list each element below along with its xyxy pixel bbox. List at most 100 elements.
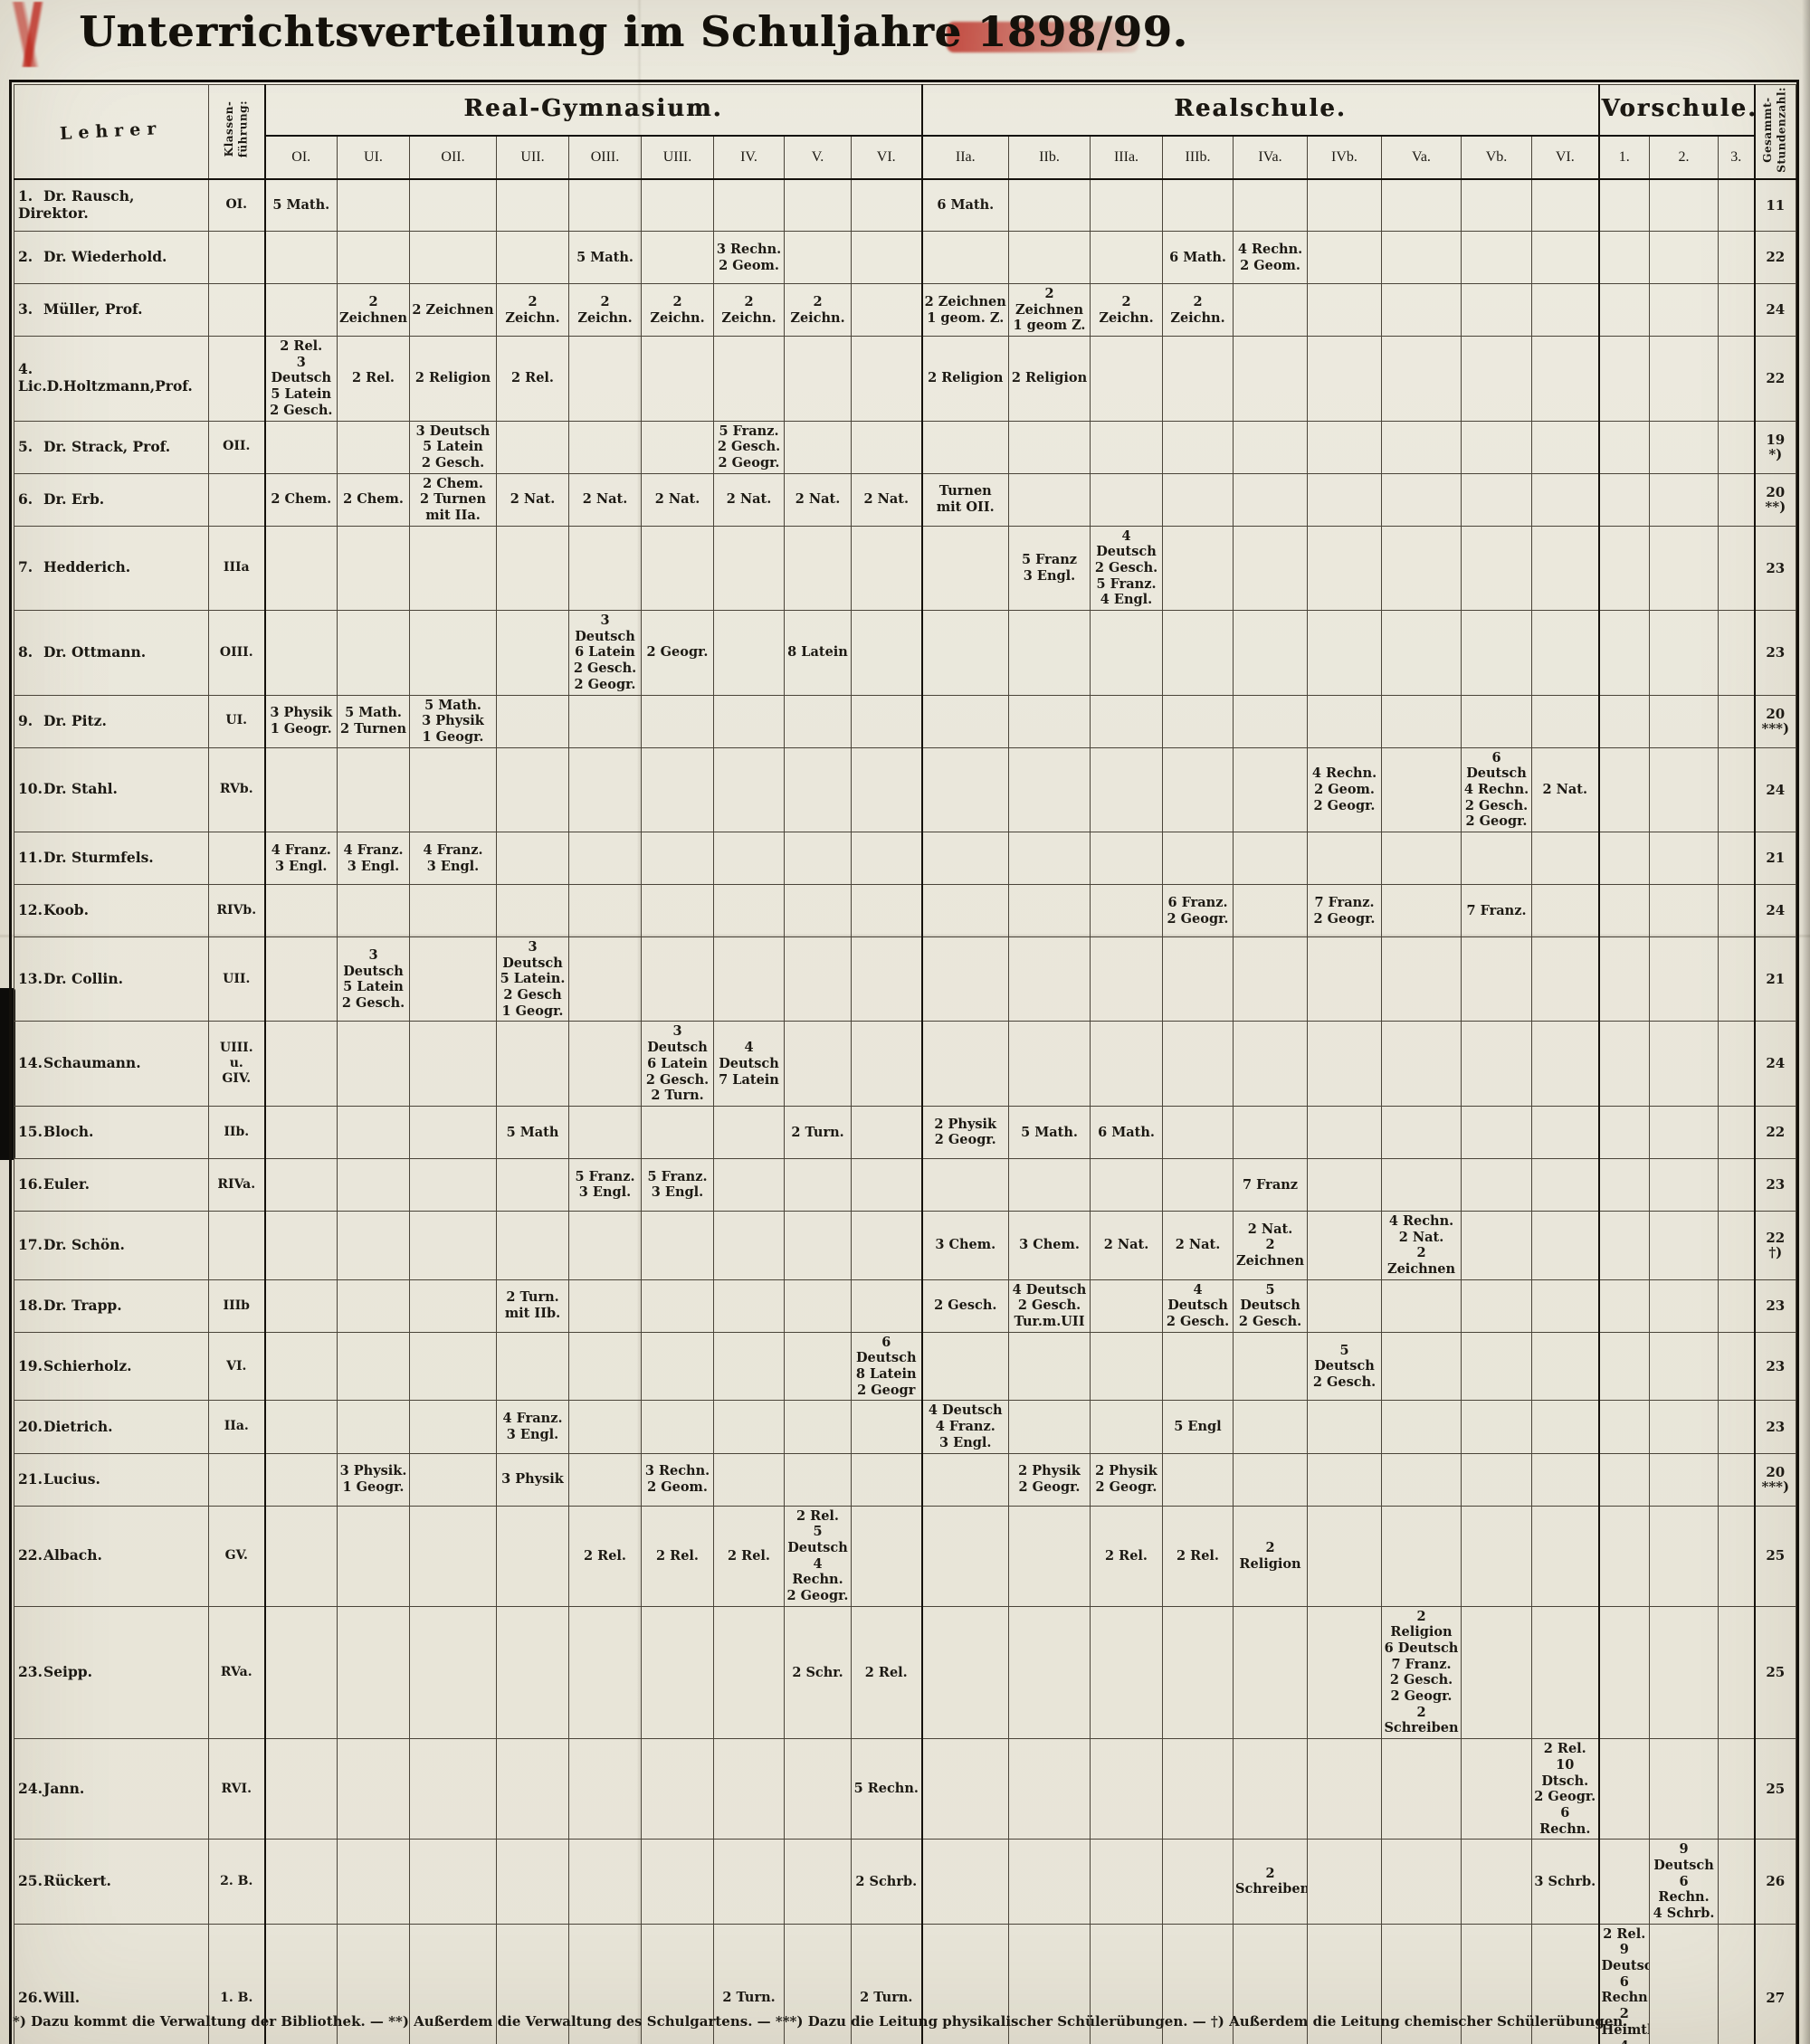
row-number: 23. [18,1662,43,1680]
col-header: OII. [409,135,497,180]
lesson-cell [784,420,852,474]
teacher-name-text: Koob. [43,901,90,919]
lesson-cell [496,525,569,612]
lesson-cell [496,231,569,284]
table-row: 8. Dr. Ottmann. OIII. 3 Deutsch 6 Latein 2 … [14,610,1797,696]
lesson-cell [641,832,714,885]
lesson-cell [1718,1839,1756,1925]
lesson-cell [1233,1452,1308,1507]
lesson-cell [1718,336,1756,422]
lesson-cell: 3 Deutsch 5 Latein 2 Gesch. [337,936,410,1022]
lesson-cell: 3 Physik. 1 Geogr. [337,1452,410,1507]
teacher-name: 4.Lic.D.Holtzmann,Prof. [14,336,209,422]
lesson-cell: 6 Math. [920,178,1009,232]
lesson-cell: 2 Chem. [263,472,338,527]
lesson-cell [1597,1452,1651,1507]
teacher-name-text: Dr. Erb. [43,490,105,508]
teacher-name-text: Will. [43,1988,81,2006]
lesson-cell: 2 Chem. 2 Turnen mit IIa. [409,472,497,527]
lesson-cell: 4 Deutsch 4 Franz. 3 Engl. [920,1400,1009,1454]
lesson-cell [641,1105,714,1159]
lesson-cell: 2 Rel. [337,336,410,422]
lesson-cell [496,746,569,833]
lesson-cell [337,1605,410,1740]
table-row: 4.Lic.D.Holtzmann,Prof. 2 Rel. 3 Deutsch … [14,336,1797,422]
lesson-cell [1718,884,1756,937]
lesson-cell [1718,1210,1756,1280]
total-cell: 24 [1753,884,1797,937]
lesson-cell [1718,610,1756,696]
lesson-cell [1381,231,1462,284]
lesson-cell [784,1452,852,1507]
lesson-cell [784,694,852,748]
row-number: 16. [18,1174,43,1193]
timetable-header: Lehrer Klassen- führung: Real-Gymnasium. Re… [14,84,1797,180]
klasse-cell: RVa. [208,1605,265,1740]
lesson-cell [263,1605,338,1740]
lesson-cell: 5 Franz. 3 Engl. [568,1157,642,1212]
lesson-cell [1090,231,1163,284]
lesson-cell [496,1157,569,1212]
lesson-cell: 2 Religion [409,336,497,422]
lesson-cell [1233,420,1308,474]
teacher-name: 25.Rückert. [14,1839,209,1925]
lesson-cell: 2 Zeichnen [409,282,497,337]
lesson-cell: 4 Rechn. 2 Nat. 2 Zeichnen [1381,1210,1462,1280]
lesson-cell [263,1279,338,1333]
lesson-cell: 4 Franz. 3 Engl. [337,832,410,885]
lesson-cell [263,1505,338,1607]
lesson-cell [1090,420,1163,474]
lesson-cell [1307,1279,1382,1333]
lesson-cell [1597,1505,1651,1607]
total-cell: 23 [1753,1279,1797,1333]
lesson-cell [568,884,642,937]
col-header: V. [784,135,852,180]
col-header: OIII. [568,135,642,180]
lesson-cell: 2 Physik 2 Geogr. [920,1105,1009,1159]
lesson-cell [1597,884,1651,937]
lesson-cell [1649,746,1720,833]
lesson-cell [1233,936,1308,1022]
lesson-cell: 3 Physik [496,1452,569,1507]
lesson-cell [641,936,714,1022]
lesson-cell [1718,178,1756,232]
lesson-cell: 2 Nat. [851,472,922,527]
table-row: 21.Lucius. 3 Physik. 1 Geogr. 3 Physik 3 Re… [14,1452,1797,1507]
lesson-cell [568,1279,642,1333]
lesson-cell [713,1400,785,1454]
lesson-cell [1307,1923,1382,2044]
lesson-cell [1008,1157,1091,1212]
teacher-name-text: Bloch. [43,1122,94,1140]
lesson-cell: 4 Deutsch 7 Latein [713,1021,785,1107]
lesson-cell [337,1279,410,1333]
row-number: 7. [18,558,33,576]
lesson-cell [1461,1738,1532,1840]
lesson-cell: 2 Nat. [784,472,852,527]
teacher-name-text: Hedderich. [43,558,131,576]
table-row: 14.Schaumann. UIII. u. GIV. 3 Deutsch 6 La… [14,1021,1797,1107]
teacher-name: 6. Dr. Erb. [14,472,209,527]
lesson-cell: 2 Nat. [1530,746,1600,833]
row-number: 25. [18,1872,43,1890]
row-number: 24. [18,1779,43,1797]
teacher-name-text: Dr. Sturmfels. [43,849,154,867]
klasse-cell: 1. B. [208,1923,265,2044]
lesson-cell [1597,231,1651,284]
lesson-cell [713,1279,785,1333]
table-row: 6. Dr. Erb. 2 Chem. 2 Chem. 2 Chem. 2 Turnen… [14,472,1797,527]
lesson-cell [1008,1021,1091,1107]
col-header-lehrer: Lehrer [14,84,209,180]
lesson-cell [1530,1279,1600,1333]
group-header-1: Realschule. [920,84,1600,137]
timetable-body: 1. Dr. Rausch, Direktor. OI. 5 Math. 6 Math.… [14,178,1797,2044]
lesson-cell [1718,1157,1756,1212]
lesson-cell [496,1021,569,1107]
lesson-cell [337,1021,410,1107]
total-cell: 20 ***) [1753,694,1797,748]
total-cell: 19 *) [1753,420,1797,474]
lesson-cell [784,1923,852,2044]
lehrer-label: Lehrer [59,118,164,144]
lesson-cell: 2 Physik 2 Geogr. [1090,1452,1163,1507]
table-row: 9. Dr. Pitz. UI. 3 Physik 1 Geogr. 5 Math. 2… [14,694,1797,748]
